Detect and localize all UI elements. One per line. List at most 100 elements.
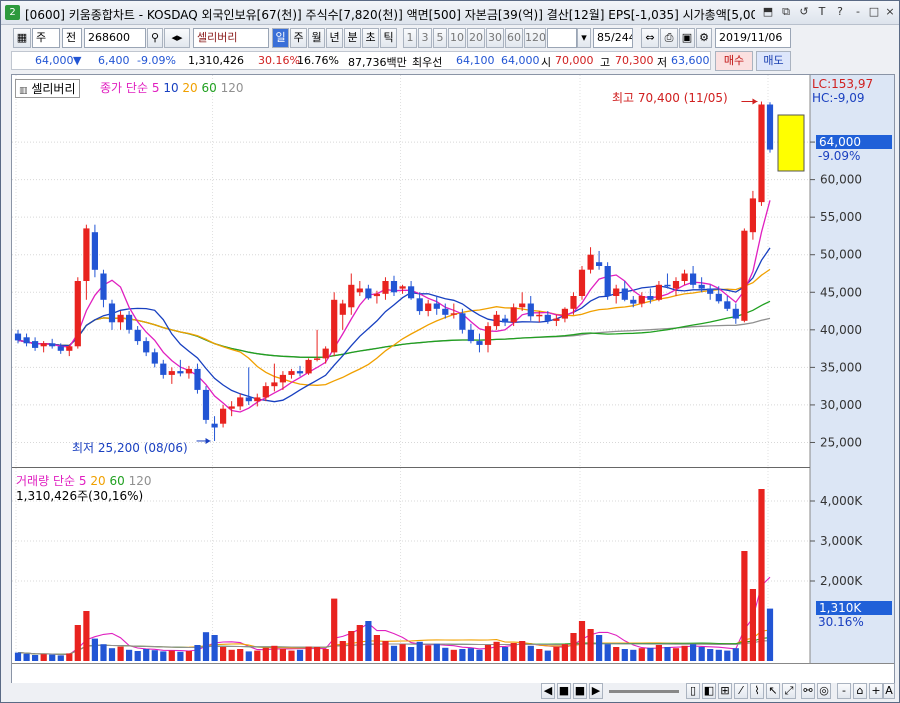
stock-legend-name: 셀리버리 — [31, 82, 76, 96]
best-bid: 64,100 — [456, 54, 495, 67]
period-day-tab[interactable]: 일 — [272, 28, 289, 48]
panel-separator[interactable] — [12, 467, 810, 468]
market-select[interactable]: 주 — [32, 28, 60, 48]
minimize-button[interactable]: - — [856, 5, 860, 18]
candle-body — [271, 382, 278, 387]
volume-bar — [425, 645, 432, 661]
mode-icon[interactable]: ⚯ — [801, 683, 815, 699]
zoom-in-button[interactable]: + — [869, 683, 883, 699]
chart-type-icon[interactable]: ◧ — [702, 683, 716, 699]
ma-legend-20: 20 — [182, 81, 198, 95]
scroll-right-button[interactable]: ▶ — [589, 683, 603, 699]
period-year-tab[interactable]: 년 — [326, 28, 343, 48]
interval-10-button[interactable]: 10 — [448, 28, 466, 48]
volume-bar — [32, 655, 39, 661]
interval-3-button[interactable]: 3 — [418, 28, 432, 48]
candle-body — [655, 284, 662, 300]
dropdown-arrow-icon[interactable]: ▾ — [577, 28, 591, 48]
interval-5-button[interactable]: 5 — [433, 28, 447, 48]
best-price-label: 최우선 — [412, 56, 443, 69]
scroll-track[interactable] — [609, 690, 679, 693]
menu-icon[interactable]: ▦ — [13, 28, 31, 48]
interval-input[interactable] — [547, 28, 577, 48]
interval-30-button[interactable]: 30 — [486, 28, 504, 48]
data-count-field[interactable]: 85/244 — [593, 28, 633, 48]
zoom-out-button[interactable]: - — [837, 683, 851, 699]
volume-sublabel: 1,310,426주(30,16%) — [16, 489, 144, 503]
candle-body — [331, 299, 338, 353]
chart-area[interactable]: 65,00060,00055,00050,00045,00040,00035,0… — [11, 74, 895, 684]
candle-body — [66, 346, 73, 351]
volume-tick-label: 2,000K — [820, 574, 863, 588]
expand-tool-icon[interactable]: ⤢ — [782, 683, 796, 699]
sell-button[interactable]: 매도 — [756, 51, 791, 71]
period-second-tab[interactable]: 초 — [362, 28, 379, 48]
period-tick-tab[interactable]: 틱 — [380, 28, 397, 48]
cursor-tool-icon[interactable]: ↖ — [766, 683, 780, 699]
font-size-button[interactable]: A — [883, 683, 895, 699]
candle-body — [296, 371, 304, 374]
gear-icon[interactable]: ⚙ — [696, 28, 712, 48]
line-tool-icon[interactable]: ⁄ — [734, 683, 748, 699]
maximize-button[interactable]: □ — [868, 5, 880, 18]
type-select[interactable]: 전 — [62, 28, 82, 48]
volume-bar — [502, 647, 509, 661]
stock-name-field[interactable]: 셀리버리 — [193, 28, 269, 48]
code-input[interactable]: 268600 — [84, 28, 146, 48]
volume-bar — [160, 651, 167, 661]
chart-canvas[interactable]: 65,00060,00055,00050,00045,00040,00035,0… — [12, 75, 894, 683]
candle-body — [604, 266, 611, 296]
candle-body — [510, 307, 517, 323]
zoom-slider-icon[interactable]: ⌂ — [853, 683, 867, 699]
volume-bar — [596, 635, 603, 661]
period-minute-tab[interactable]: 분 — [344, 28, 361, 48]
interval-20-button[interactable]: 20 — [467, 28, 485, 48]
copy-icon[interactable]: ⧉ — [782, 5, 790, 18]
search-icon[interactable]: ⚲ — [147, 28, 163, 48]
price-tick-label: 45,000 — [820, 285, 862, 299]
fib-tool-icon[interactable]: ⌇ — [750, 683, 764, 699]
help-icon[interactable]: ? — [837, 5, 843, 18]
scroll-icon[interactable]: ⇔ — [641, 28, 659, 48]
stop-button[interactable]: ■ — [573, 683, 587, 699]
candle-body — [578, 269, 586, 296]
scroll-bar[interactable]: ◀ ■ ■ ▶ ▯ ◧ ⊞ ⁄ ⌇ ↖ ⤢ ⚯ ◎ - ⌂ + A — [11, 683, 895, 701]
print-icon[interactable]: ⎙ — [660, 28, 678, 48]
buy-button[interactable]: 매수 — [715, 51, 753, 71]
save-icon[interactable]: ▣ — [679, 28, 695, 48]
volume-bar — [561, 644, 568, 661]
layout-icon[interactable]: ⬒ — [762, 5, 774, 18]
low-arrow-head — [205, 437, 211, 444]
candle-body — [14, 333, 22, 341]
zoom-icon[interactable]: ▯ — [686, 683, 700, 699]
refresh-icon[interactable]: ↺ — [799, 5, 809, 18]
period-week-tab[interactable]: 주 — [290, 28, 307, 48]
hc-value: HC:-9,09 — [812, 91, 865, 105]
settings-icon[interactable]: ◎ — [817, 683, 831, 699]
period-month-tab[interactable]: 월 — [308, 28, 325, 48]
candle-body — [484, 326, 492, 345]
candle-body — [108, 303, 116, 323]
interval-120-button[interactable]: 120 — [524, 28, 546, 48]
scroll-left-button[interactable]: ◀ — [541, 683, 555, 699]
interval-1-button[interactable]: 1 — [403, 28, 417, 48]
candle-body — [279, 374, 286, 383]
price-tick-label: 60,000 — [820, 173, 862, 187]
candle-body — [766, 104, 774, 150]
interval-60-button[interactable]: 60 — [505, 28, 523, 48]
sound-icon[interactable]: ◂▸ — [164, 28, 190, 48]
date-input[interactable]: 2019/11/06 — [715, 28, 791, 48]
candle-body — [288, 371, 295, 375]
volume-bar — [690, 644, 697, 661]
text-icon[interactable]: T — [818, 5, 826, 18]
volume-bar — [553, 647, 560, 661]
stock-legend[interactable]: ▥ 셀리버리 — [15, 79, 80, 98]
scroll-start-button[interactable]: ■ — [557, 683, 571, 699]
tool-icon[interactable]: ⊞ — [718, 683, 732, 699]
volume-bar — [74, 625, 81, 661]
legend-icon: ▥ — [19, 86, 28, 96]
volume-bar — [655, 645, 662, 661]
close-button[interactable]: × — [885, 5, 895, 18]
current-price: 64,000 — [35, 54, 74, 67]
volume-bar — [314, 647, 321, 661]
